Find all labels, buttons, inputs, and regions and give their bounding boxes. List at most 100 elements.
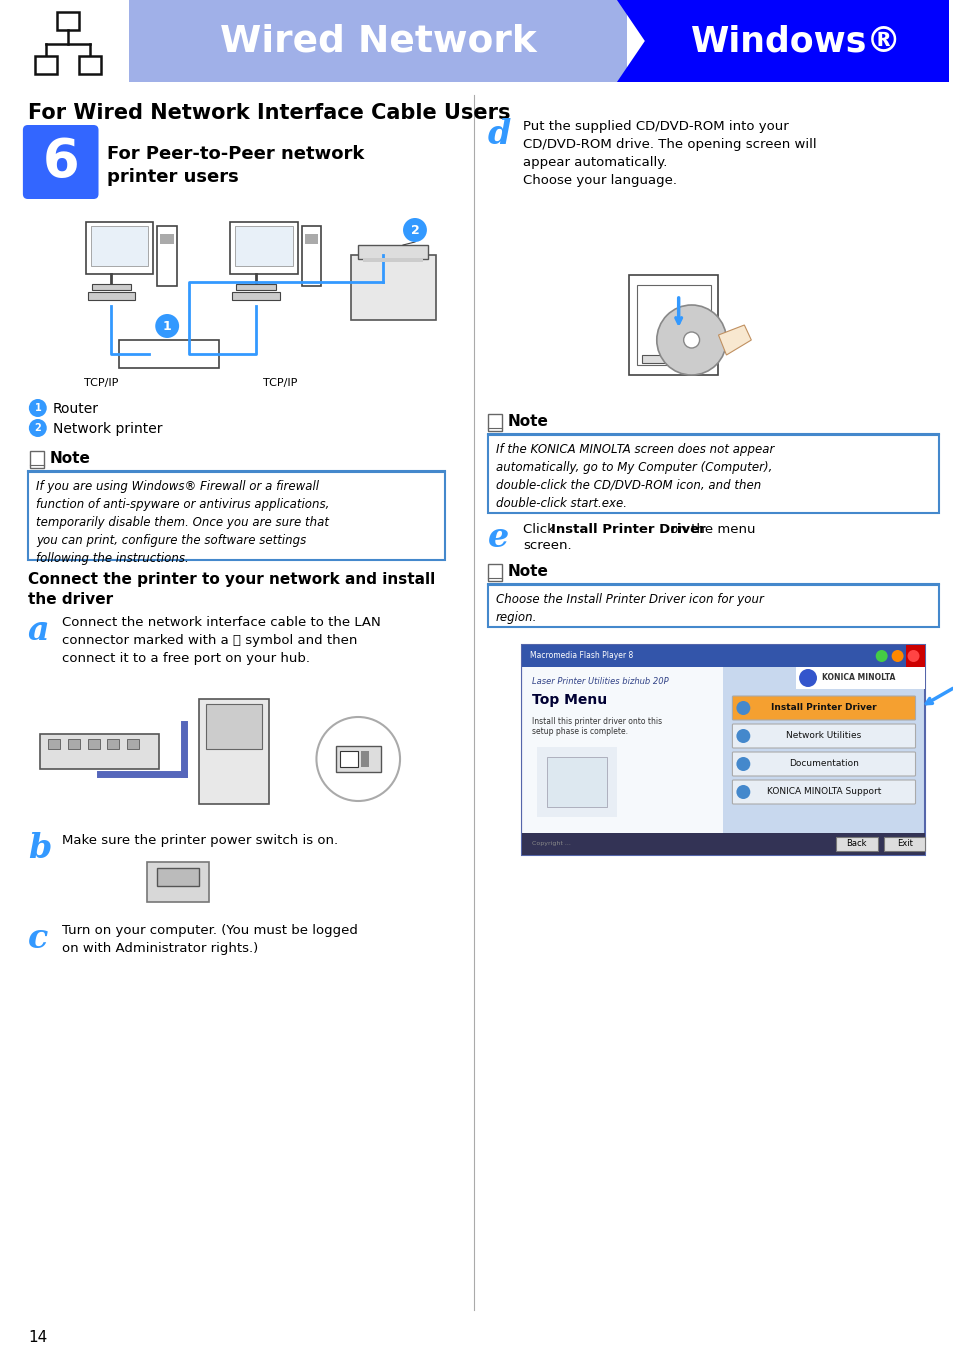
Text: b: b [28, 832, 51, 865]
Bar [30, 451, 44, 467]
Circle shape [906, 650, 919, 662]
Circle shape [736, 730, 750, 743]
Circle shape [799, 669, 816, 688]
Text: d: d [487, 118, 511, 151]
Text: KONICA MINOLTA Support: KONICA MINOLTA Support [766, 788, 881, 797]
Text: If you are using Windows® Firewall or a firewall
function of anti-spyware or ant: If you are using Windows® Firewall or a … [36, 480, 329, 565]
Bar [91, 226, 148, 266]
Text: 1: 1 [34, 403, 41, 413]
Bar [157, 226, 177, 286]
Text: printer users: printer users [108, 168, 239, 186]
Bar [108, 739, 119, 748]
Bar [88, 739, 99, 748]
Bar [157, 867, 199, 886]
Text: Router: Router [52, 403, 99, 416]
Bar [547, 757, 606, 807]
Text: Back: Back [845, 839, 866, 848]
Text: If the KONICA MINOLTA screen does not appear
automatically, go to My Computer (C: If the KONICA MINOLTA screen does not ap… [495, 443, 773, 509]
Text: on the menu: on the menu [665, 523, 755, 536]
Bar [522, 644, 924, 855]
Text: Put the supplied CD/DVD-ROM into your
CD/DVD-ROM drive. The opening screen will
: Put the supplied CD/DVD-ROM into your CD… [523, 120, 816, 186]
Bar [147, 862, 209, 902]
FancyBboxPatch shape [732, 780, 915, 804]
Polygon shape [718, 326, 751, 355]
Text: 14: 14 [28, 1329, 47, 1346]
FancyBboxPatch shape [732, 696, 915, 720]
Bar [40, 734, 159, 769]
Bar [232, 292, 279, 300]
Bar [91, 284, 132, 290]
Bar [522, 667, 722, 834]
FancyBboxPatch shape [23, 126, 98, 199]
Text: Copyright ...: Copyright ... [532, 842, 571, 847]
Bar [230, 222, 297, 274]
Bar [35, 55, 56, 74]
Bar [628, 276, 718, 376]
Text: Install Printer Driver: Install Printer Driver [770, 704, 876, 712]
Bar [304, 234, 318, 245]
Bar [641, 355, 706, 363]
Text: Note: Note [507, 563, 548, 580]
Bar [160, 234, 174, 245]
Text: 2: 2 [34, 423, 41, 434]
Text: Note: Note [507, 413, 548, 430]
Text: 2: 2 [410, 223, 419, 236]
Text: TCP/IP: TCP/IP [263, 378, 297, 388]
Bar [301, 226, 321, 286]
Circle shape [683, 332, 699, 349]
Polygon shape [617, 0, 948, 82]
Bar [537, 747, 617, 817]
Text: e: e [487, 521, 508, 554]
Circle shape [875, 650, 886, 662]
Bar [130, 0, 626, 82]
Circle shape [736, 757, 750, 771]
Bar [487, 585, 939, 627]
Circle shape [316, 717, 399, 801]
Bar [487, 563, 501, 581]
Circle shape [155, 313, 179, 338]
Text: Top Menu: Top Menu [532, 693, 607, 707]
Text: Install this printer driver onto this
setup phase is complete.: Install this printer driver onto this se… [532, 717, 661, 736]
Text: Wired Network: Wired Network [219, 23, 536, 59]
Bar [487, 435, 939, 513]
FancyBboxPatch shape [732, 753, 915, 775]
Bar [234, 226, 293, 266]
Text: Make sure the printer power switch is on.: Make sure the printer power switch is on… [62, 834, 337, 847]
Bar [119, 340, 218, 367]
Bar [28, 471, 444, 561]
Bar [522, 834, 924, 855]
Bar [340, 751, 358, 767]
Bar [795, 667, 924, 689]
Text: 1: 1 [163, 319, 172, 332]
Bar [206, 704, 261, 748]
Text: screen.: screen. [523, 539, 572, 553]
Text: a: a [28, 613, 50, 647]
Circle shape [736, 701, 750, 715]
Circle shape [29, 419, 47, 436]
Bar [835, 838, 877, 851]
Text: Note: Note [50, 451, 91, 466]
Bar [68, 739, 79, 748]
Bar [522, 644, 924, 667]
Bar [336, 746, 381, 771]
Circle shape [656, 305, 725, 376]
Text: Macromedia Flash Player 8: Macromedia Flash Player 8 [530, 651, 633, 661]
Bar [358, 245, 428, 259]
Bar [235, 284, 275, 290]
Bar [363, 258, 422, 262]
Text: Connect the printer to your network and install
the driver: Connect the printer to your network and … [28, 571, 435, 607]
Bar [128, 739, 139, 748]
Text: Install Printer Driver: Install Printer Driver [551, 523, 705, 536]
Bar [351, 255, 436, 320]
Bar [48, 739, 60, 748]
Bar [78, 55, 100, 74]
Bar [882, 838, 924, 851]
Text: Turn on your computer. (You must be logged
on with Administrator rights.): Turn on your computer. (You must be logg… [62, 924, 357, 955]
Text: Documentation: Documentation [788, 759, 858, 769]
Text: Windows®: Windows® [690, 24, 901, 58]
Text: Click: Click [523, 523, 559, 536]
Bar [199, 698, 269, 804]
Circle shape [402, 218, 426, 242]
Bar [28, 684, 445, 815]
Text: Network printer: Network printer [52, 422, 162, 436]
